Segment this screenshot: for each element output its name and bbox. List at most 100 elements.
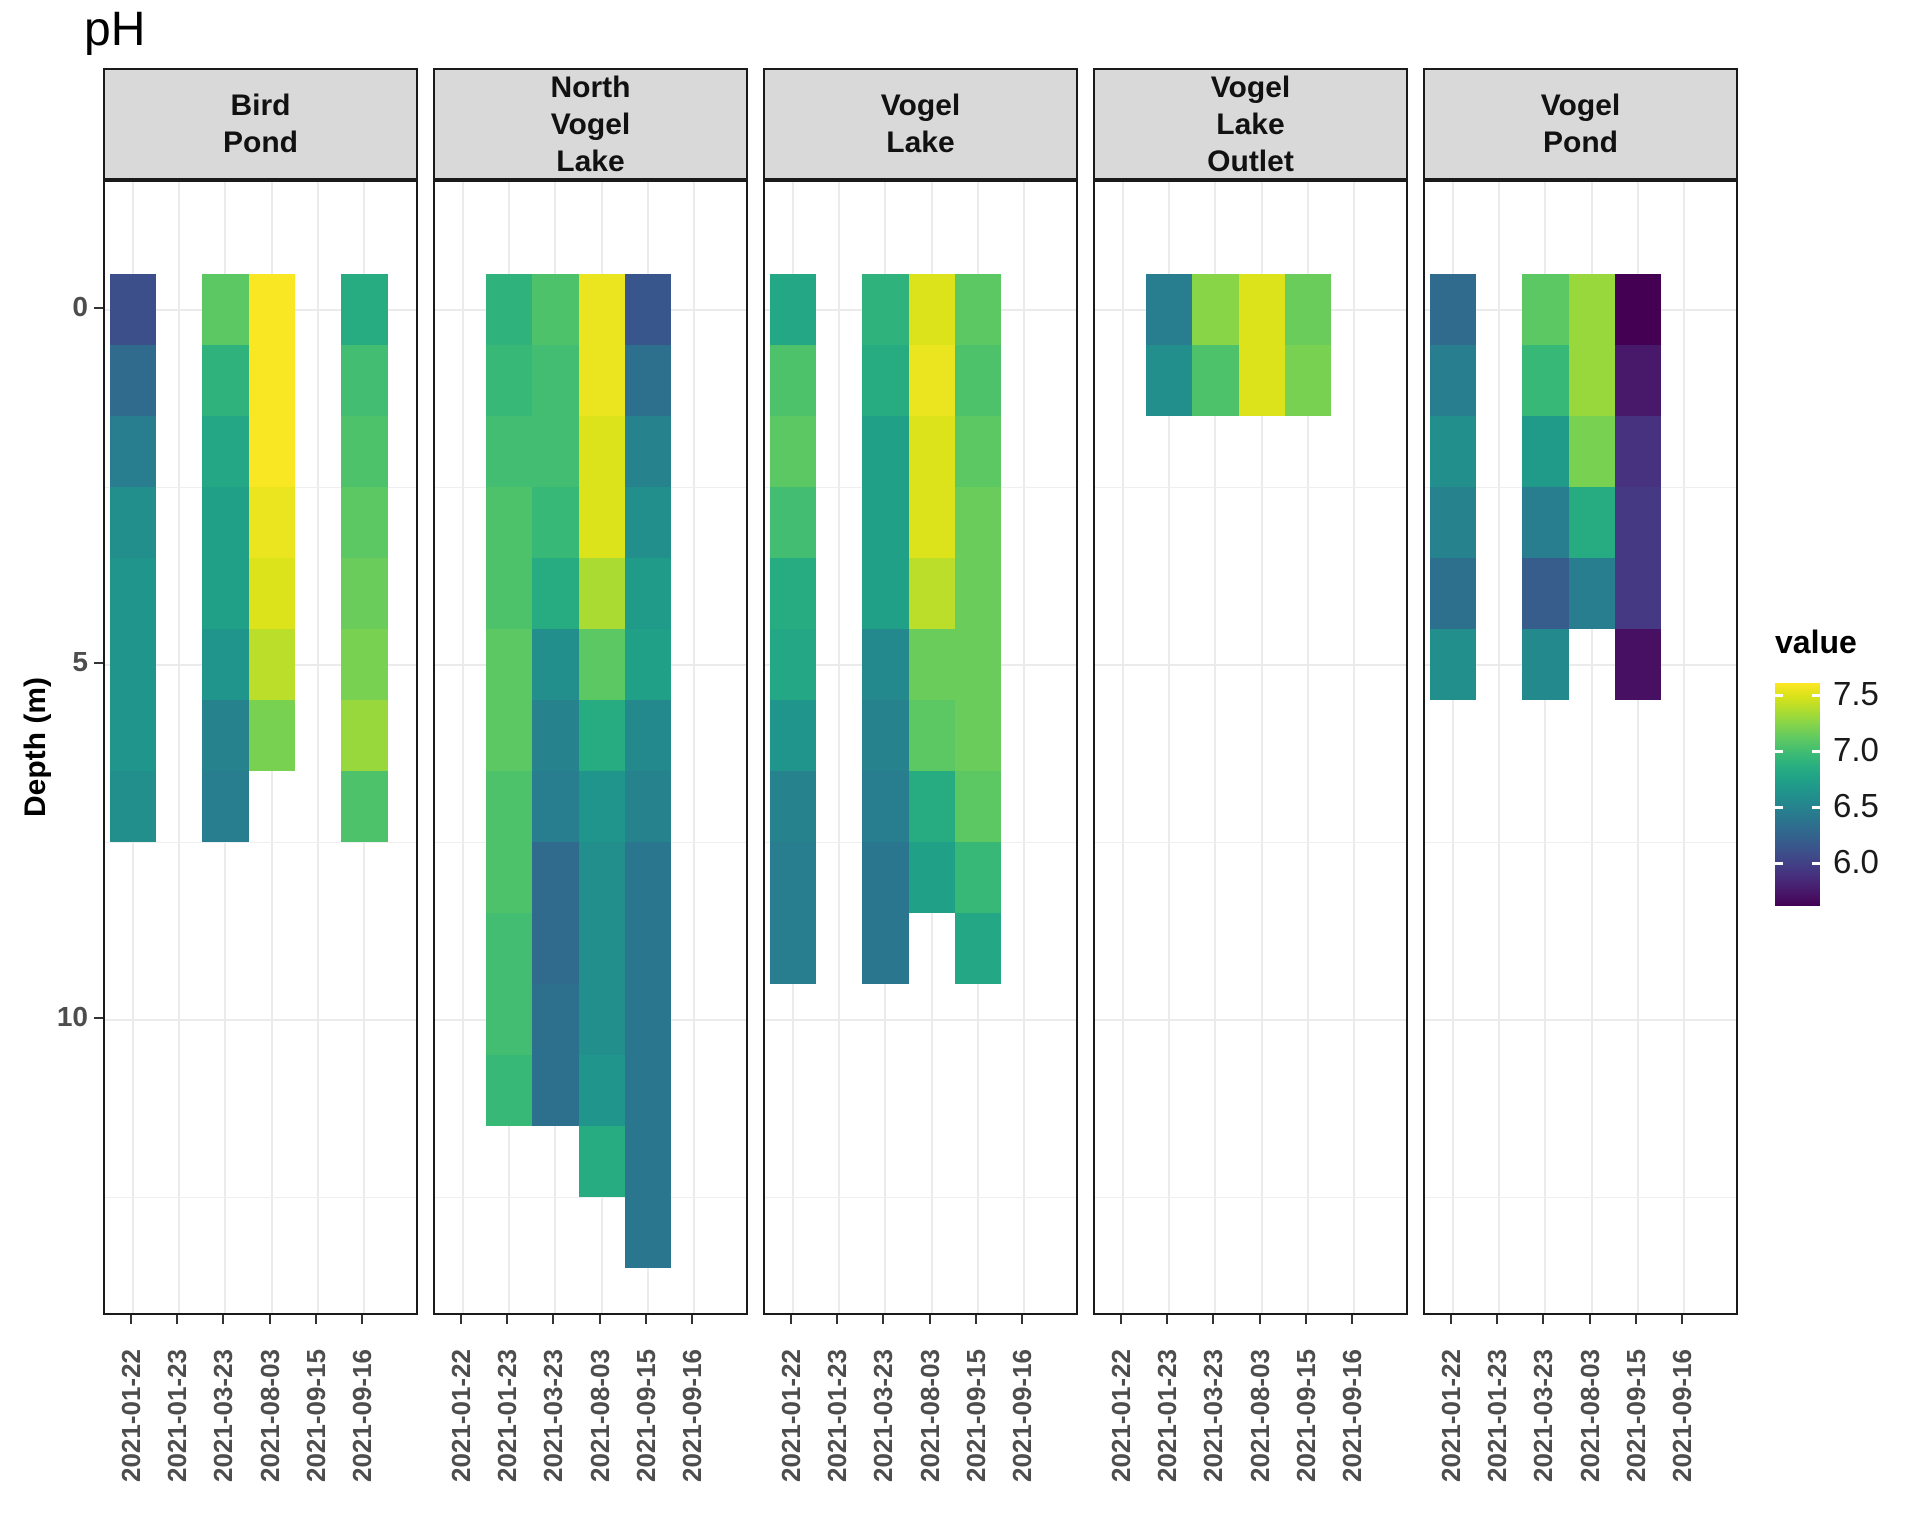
facet-strip: Bird Pond (103, 68, 418, 180)
heatmap-tile (1614, 345, 1662, 417)
heatmap-tile (769, 345, 816, 417)
heatmap-tile (532, 771, 579, 843)
heatmap-tile (109, 345, 156, 417)
x-tick-label: 2021-08-03 (1244, 1349, 1275, 1482)
legend-tick-label: 6.5 (1833, 787, 1879, 825)
x-tick-mark (1542, 1315, 1545, 1324)
heatmap-tile (532, 913, 579, 985)
heatmap-tile (624, 842, 672, 914)
heatmap-tile (908, 771, 955, 843)
heatmap-tile (109, 558, 156, 630)
heatmap-tile (1238, 274, 1285, 346)
heatmap-tile (1145, 345, 1193, 417)
heatmap-tile (578, 487, 625, 559)
heatmap-tile (908, 700, 955, 772)
facet-panel (763, 180, 1078, 1315)
x-tick-label: 2021-01-22 (1105, 1349, 1136, 1482)
x-tick-label: 2021-01-23 (1482, 1349, 1513, 1482)
heatmap-tile (202, 700, 249, 772)
heatmap-tile (908, 629, 955, 701)
heatmap-tile (862, 700, 909, 772)
gridline-major (1095, 663, 1406, 666)
gridline-minor (1095, 842, 1406, 844)
heatmap-tile (624, 274, 672, 346)
gridline-vertical (317, 182, 320, 1313)
facet-strip: Vogel Lake Outlet (1093, 68, 1408, 180)
gridline-vertical (1121, 182, 1124, 1313)
heatmap-tile (624, 913, 672, 985)
heatmap-tile (624, 771, 672, 843)
heatmap-tile (341, 771, 388, 843)
heatmap-tile (908, 274, 955, 346)
gridline-major (105, 1018, 416, 1021)
gridline-vertical (693, 182, 696, 1313)
heatmap-tile (248, 345, 295, 417)
heatmap-tile (862, 629, 909, 701)
heatmap-tile (1614, 416, 1662, 488)
legend-tick-label: 7.5 (1833, 675, 1879, 713)
facet-panel (103, 180, 418, 1315)
heatmap-tile (485, 345, 533, 417)
heatmap-tile (1429, 345, 1476, 417)
heatmap-tile (1522, 558, 1569, 630)
heatmap-tile (1429, 416, 1476, 488)
heatmap-tile (248, 274, 295, 346)
heatmap-tile (109, 274, 156, 346)
gridline-vertical (1544, 182, 1547, 1313)
x-tick-mark (1351, 1315, 1354, 1324)
x-tick-mark (1588, 1315, 1591, 1324)
x-tick-mark (789, 1315, 792, 1324)
x-tick-mark (1449, 1315, 1452, 1324)
gridline-vertical (1590, 182, 1593, 1313)
heatmap-tile (532, 842, 579, 914)
heatmap-tile (954, 345, 1002, 417)
y-tick-mark (94, 661, 103, 664)
heatmap-tile (485, 558, 533, 630)
heatmap-tile (862, 487, 909, 559)
heatmap-tile (1522, 629, 1569, 701)
x-tick-label: 2021-09-16 (677, 1349, 708, 1482)
heatmap-tile (485, 842, 533, 914)
heatmap-tile (248, 487, 295, 559)
x-tick-label: 2021-08-03 (914, 1349, 945, 1482)
x-tick-mark (645, 1315, 648, 1324)
x-tick-mark (1166, 1315, 1169, 1324)
x-tick-mark (552, 1315, 555, 1324)
heatmap-tile (1145, 274, 1193, 346)
heatmap-tile (578, 558, 625, 630)
heatmap-tile (202, 771, 249, 843)
heatmap-tile (954, 629, 1002, 701)
gridline-vertical (1451, 182, 1454, 1313)
heatmap-tile (109, 771, 156, 843)
heatmap-tile (341, 274, 388, 346)
heatmap-tile (908, 487, 955, 559)
legend-tick-mark (1775, 694, 1783, 698)
heatmap-tile (624, 345, 672, 417)
heatmap-tile (202, 345, 249, 417)
heatmap-tile (1522, 416, 1569, 488)
x-tick-mark (506, 1315, 509, 1324)
x-tick-mark (361, 1315, 364, 1324)
heatmap-tile (954, 771, 1002, 843)
heatmap-tile (908, 345, 955, 417)
x-tick-mark (1635, 1315, 1638, 1324)
heatmap-tile (109, 416, 156, 488)
heatmap-tile (624, 700, 672, 772)
x-tick-mark (268, 1315, 271, 1324)
heatmap-tile (532, 274, 579, 346)
x-tick-mark (1212, 1315, 1215, 1324)
heatmap-tile (578, 984, 625, 1056)
heatmap-tile (954, 487, 1002, 559)
heatmap-tile (341, 558, 388, 630)
legend-tick-label: 6.0 (1833, 843, 1879, 881)
heatmap-tile (532, 487, 579, 559)
heatmap-tile (485, 1055, 533, 1127)
heatmap-tile (248, 558, 295, 630)
x-tick-label: 2021-01-22 (115, 1349, 146, 1482)
heatmap-tile (578, 700, 625, 772)
heatmap-tile (109, 700, 156, 772)
x-tick-label: 2021-01-23 (1152, 1349, 1183, 1482)
y-tick-label: 5 (72, 645, 88, 677)
heatmap-tile (769, 771, 816, 843)
